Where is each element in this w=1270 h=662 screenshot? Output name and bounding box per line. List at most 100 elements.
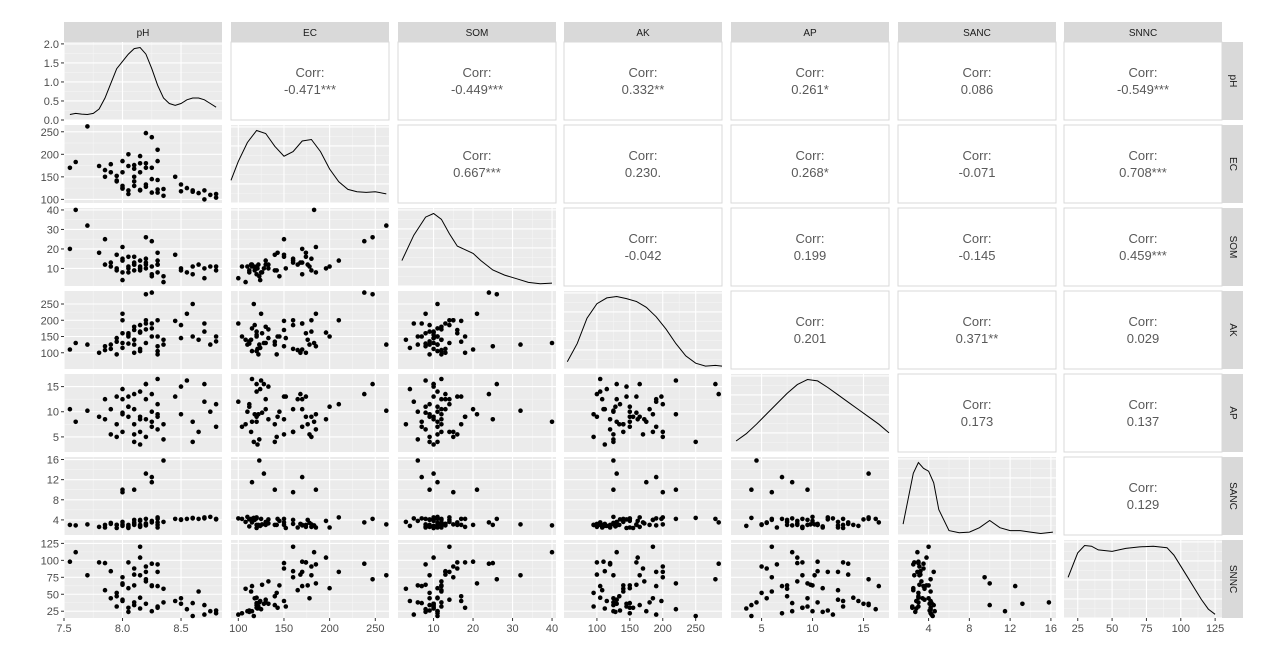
scatter-point xyxy=(255,266,260,271)
y-tick-label: 5 xyxy=(53,432,59,444)
scatter-point xyxy=(137,258,143,263)
scatter-point xyxy=(313,244,319,250)
scatter-point xyxy=(423,516,428,522)
x-tick-label: 12 xyxy=(1004,623,1016,635)
scatter-point xyxy=(835,523,841,528)
scatter-point xyxy=(431,606,436,611)
scatter-point xyxy=(261,266,267,271)
scatter-point xyxy=(73,549,78,555)
scatter-point xyxy=(784,583,790,588)
scatter-point xyxy=(458,318,464,324)
scatter-point xyxy=(597,583,603,589)
scatter-point xyxy=(518,522,523,527)
scatter-point xyxy=(254,381,259,387)
scatter-point xyxy=(283,266,289,271)
scatter-point xyxy=(178,601,184,607)
y-tick-label: 100 xyxy=(41,348,59,360)
scatter-point xyxy=(627,409,633,415)
panel-bg-sanc-sanc xyxy=(898,457,1056,535)
scatter-point xyxy=(126,414,131,420)
scatter-point xyxy=(455,560,460,565)
scatter-point xyxy=(266,601,271,607)
scatter-point xyxy=(114,268,119,273)
scatter-point xyxy=(659,516,664,522)
strip-label-right-sanc: SANC xyxy=(1227,482,1238,510)
scatter-point xyxy=(637,515,642,520)
scatter-point xyxy=(307,342,312,347)
scatter-point xyxy=(660,401,666,407)
scatter-point xyxy=(102,262,108,267)
scatter-point xyxy=(362,290,367,295)
corr-label: Corr: xyxy=(963,231,992,246)
scatter-point xyxy=(423,427,428,432)
x-tick-label: 125 xyxy=(1206,623,1224,635)
scatter-point xyxy=(303,331,309,336)
scatter-point xyxy=(137,606,143,611)
corr-value-sanc-snnc: 0.129 xyxy=(1127,497,1160,512)
scatter-point xyxy=(810,518,815,524)
scatter-point xyxy=(102,560,108,566)
scatter-point xyxy=(155,158,160,164)
scatter-point xyxy=(249,479,255,485)
scatter-point xyxy=(435,439,440,445)
scatter-point xyxy=(290,521,296,527)
strip-label-right-ak: AK xyxy=(1227,323,1238,337)
scatter-point xyxy=(261,381,267,387)
scatter-point xyxy=(462,350,468,356)
scatter-point xyxy=(149,391,155,397)
scatter-point xyxy=(108,406,114,412)
corr-value-ph-sanc: 0.086 xyxy=(961,82,994,97)
scatter-point xyxy=(439,516,444,522)
scatter-point xyxy=(607,562,613,567)
scatter-point xyxy=(916,560,921,565)
scatter-point xyxy=(277,583,282,588)
y-tick-label: 2.0 xyxy=(44,39,59,51)
scatter-point xyxy=(808,582,813,588)
scatter-point xyxy=(239,611,245,616)
corr-panel-ap-snnc xyxy=(1063,373,1223,453)
scatter-point xyxy=(143,182,149,187)
scatter-point xyxy=(611,514,616,520)
scatter-point xyxy=(155,318,160,323)
scatter-point xyxy=(447,569,452,575)
scatter-point xyxy=(202,275,207,281)
scatter-point xyxy=(749,602,754,608)
x-tick-label: 250 xyxy=(686,623,704,635)
scatter-point xyxy=(131,342,137,347)
corr-value-som-sanc: -0.145 xyxy=(959,248,996,263)
scatter-point xyxy=(281,560,287,566)
strip-label-top-som: SOM xyxy=(466,28,489,39)
scatter-point xyxy=(281,520,287,525)
scatter-point xyxy=(779,583,785,589)
scatter-point xyxy=(653,424,659,430)
scatter-point xyxy=(614,597,619,602)
scatter-point xyxy=(447,429,452,435)
scatter-point xyxy=(447,544,452,550)
scatter-point xyxy=(73,340,78,346)
scatter-point xyxy=(305,262,311,267)
scatter-point xyxy=(407,598,413,604)
scatter-point xyxy=(96,350,102,356)
scatter-point xyxy=(274,434,280,440)
corr-label: Corr: xyxy=(1129,65,1158,80)
y-tick-label: 0.5 xyxy=(44,96,59,108)
scatter-point xyxy=(281,432,287,437)
scatter-point xyxy=(912,573,917,578)
scatter-point xyxy=(184,378,190,383)
scatter-point xyxy=(243,586,248,592)
scatter-point xyxy=(290,322,296,328)
scatter-point xyxy=(120,170,125,175)
scatter-point xyxy=(108,342,114,347)
scatter-point xyxy=(131,324,137,330)
scatter-point xyxy=(810,514,815,520)
scatter-point xyxy=(172,394,178,399)
scatter-point xyxy=(754,458,759,463)
scatter-point xyxy=(820,524,825,529)
scatter-point xyxy=(915,549,920,555)
scatter-point xyxy=(486,391,492,397)
scatter-point xyxy=(443,396,448,402)
scatter-point xyxy=(108,520,114,526)
scatter-point xyxy=(336,515,342,520)
scatter-point xyxy=(769,489,775,495)
